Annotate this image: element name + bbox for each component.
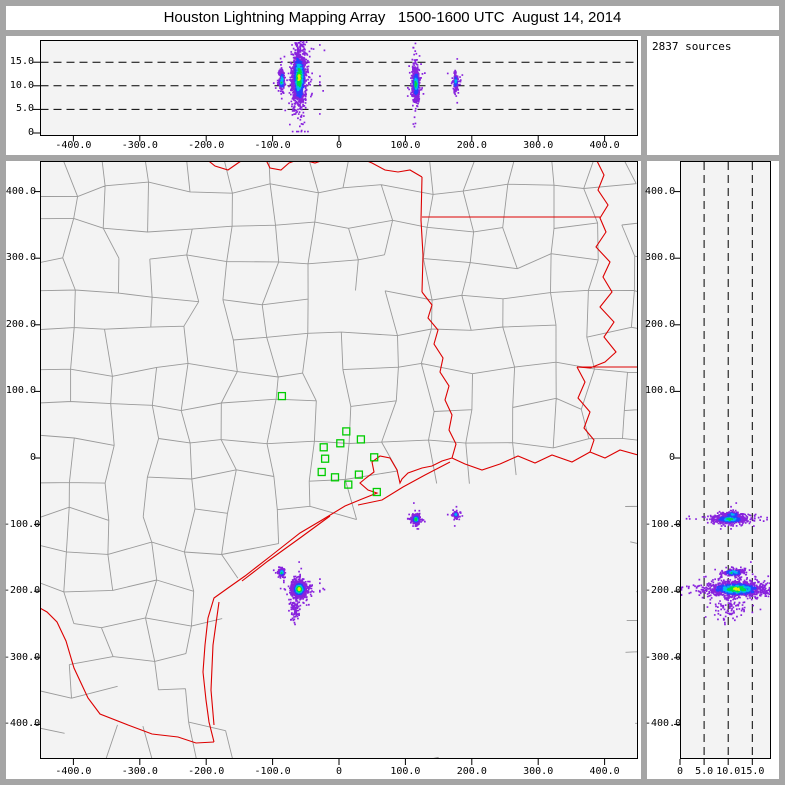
lightning-sources bbox=[297, 74, 301, 81]
tick-label: 10.0 bbox=[716, 766, 741, 777]
tick-label: -300.0 bbox=[121, 140, 158, 151]
tick-label: -400.0 bbox=[645, 718, 682, 730]
alt-ns-scatter bbox=[680, 502, 771, 626]
lma-station-marker bbox=[336, 439, 345, 448]
tick-label: -200.0 bbox=[645, 585, 682, 597]
lma-station-marker bbox=[319, 443, 328, 452]
tick-label: 400.0 bbox=[5, 185, 36, 197]
sources-panel: 2837 sources bbox=[647, 36, 779, 155]
tick-label: 10.0 bbox=[9, 79, 34, 91]
tick-label: 400.0 bbox=[589, 766, 620, 777]
tick-label: -100.0 bbox=[254, 766, 291, 777]
tick-label: 100.0 bbox=[5, 385, 36, 397]
tick-label: 300.0 bbox=[5, 252, 36, 264]
lightning-sources bbox=[280, 513, 458, 594]
tick-label: 200.0 bbox=[5, 318, 36, 330]
altitude-ew-plot bbox=[32, 40, 638, 142]
lightning-sources bbox=[272, 502, 464, 626]
lma-station-marker bbox=[356, 435, 366, 444]
lma-station-marker bbox=[344, 480, 353, 489]
lma-station-marker bbox=[354, 470, 364, 479]
tick-label: 15.0 bbox=[740, 766, 765, 777]
state-border bbox=[41, 607, 215, 744]
tick-label: -100.0 bbox=[254, 140, 291, 151]
tick-label: 5.0 bbox=[15, 103, 34, 115]
tick-label: -100.0 bbox=[4, 518, 41, 530]
tick-label: -200.0 bbox=[188, 766, 225, 777]
page-title: Houston Lightning Mapping Array 1500-160… bbox=[6, 6, 779, 30]
tick-label: 100.0 bbox=[645, 385, 676, 397]
state-border bbox=[421, 291, 457, 459]
state-border bbox=[576, 366, 595, 453]
lightning-sources bbox=[715, 512, 757, 596]
lightning-sources bbox=[297, 587, 301, 591]
tick-label: -400.0 bbox=[55, 766, 92, 777]
lightning-sources bbox=[680, 502, 771, 626]
lightning-sources bbox=[726, 517, 747, 593]
state-border bbox=[451, 449, 637, 471]
tick-label: -100.0 bbox=[645, 518, 682, 530]
lma-station-marker bbox=[342, 427, 351, 436]
tick-label: 0 bbox=[335, 766, 343, 777]
lma-station-marker bbox=[372, 487, 381, 497]
state-border bbox=[209, 162, 423, 178]
lma-station-marker bbox=[320, 454, 330, 463]
tick-label: 300.0 bbox=[645, 252, 676, 264]
tick-label: -300.0 bbox=[121, 766, 158, 777]
tick-label: 300.0 bbox=[523, 140, 554, 151]
tick-label: 0 bbox=[668, 452, 675, 463]
tick-label: 100.0 bbox=[390, 140, 421, 151]
tick-label: 0 bbox=[676, 766, 684, 777]
tick-label: -200.0 bbox=[188, 140, 225, 151]
tick-label: -400.0 bbox=[55, 140, 92, 151]
tick-label: 400.0 bbox=[645, 185, 676, 197]
lightning-sources bbox=[272, 40, 464, 133]
lma-station-marker bbox=[370, 453, 379, 462]
tick-label: 5.0 bbox=[695, 766, 714, 777]
state-border bbox=[420, 176, 424, 293]
tick-label: 200.0 bbox=[456, 140, 487, 151]
tick-label: -300.0 bbox=[645, 651, 682, 663]
lma-station-marker bbox=[277, 391, 287, 401]
lightning-sources bbox=[733, 587, 740, 591]
tick-label: 15.0 bbox=[9, 56, 34, 68]
state-border bbox=[357, 461, 451, 506]
tick-label: 0 bbox=[335, 140, 343, 151]
tick-label: -400.0 bbox=[4, 718, 41, 730]
lightning-sources bbox=[722, 513, 751, 594]
county-boundaries bbox=[41, 162, 637, 758]
alt-ew-scatter bbox=[272, 40, 464, 133]
tick-label: 400.0 bbox=[589, 140, 620, 151]
tick-label: 200.0 bbox=[645, 318, 676, 330]
state-border bbox=[202, 455, 453, 743]
tick-label: 0 bbox=[29, 452, 36, 463]
tick-label: 100.0 bbox=[390, 766, 421, 777]
lma-station-marker bbox=[317, 467, 326, 477]
tick-label: 300.0 bbox=[523, 766, 554, 777]
tick-label: 0 bbox=[27, 127, 34, 138]
tick-label: 200.0 bbox=[456, 766, 487, 777]
lma-station-marker bbox=[330, 473, 340, 482]
state-border bbox=[241, 515, 331, 582]
lightning-sources bbox=[279, 57, 458, 98]
altitude-ns-plot bbox=[674, 161, 771, 765]
tick-label: -200.0 bbox=[4, 585, 41, 597]
sources-count-label: 2837 sources bbox=[652, 40, 732, 53]
tick-label: -300.0 bbox=[4, 651, 41, 663]
state-border bbox=[576, 162, 617, 369]
state-border bbox=[210, 601, 220, 726]
lightning-sources bbox=[280, 63, 458, 92]
plan-view-map-plot bbox=[34, 161, 638, 765]
